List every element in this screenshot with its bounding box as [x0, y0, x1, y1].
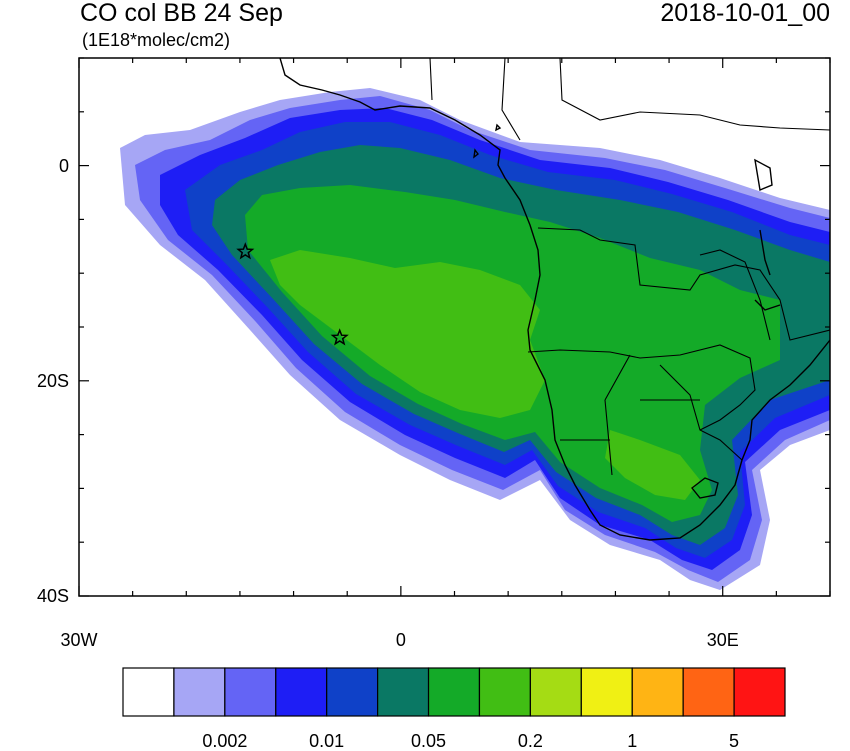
colorbar-swatch	[427, 667, 481, 717]
co-plume-layers	[120, 88, 830, 590]
lesotho-border	[691, 477, 719, 499]
colorbar-swatch	[631, 667, 684, 717]
colorbar-swatch	[326, 667, 379, 717]
x-tick-label: 0	[395, 630, 406, 650]
africa-coastline	[279, 58, 830, 541]
date-label: 2018-10-01_00	[660, 0, 830, 27]
colorbar-swatch	[529, 667, 582, 717]
colorbar-swatch	[122, 667, 175, 717]
colorbar-label: 5	[729, 731, 740, 751]
x-tick-label: 30W	[60, 630, 98, 650]
colorbar-swatch	[224, 667, 277, 717]
colorbar-label: 0.002	[202, 731, 248, 751]
y-tick-label: 40S	[36, 586, 69, 606]
gulf-guinea-islands	[473, 123, 502, 159]
site-star-2	[330, 328, 349, 346]
colorbar	[122, 667, 786, 717]
colorbar-label: 0.01	[309, 731, 345, 751]
colorbar-label: 0.2	[517, 731, 543, 751]
colorbar-swatch	[377, 667, 430, 717]
colorbar-swatch	[682, 667, 735, 717]
colorbar-label: 0.05	[411, 731, 447, 751]
colorbar-swatch	[580, 667, 633, 717]
units-label: (1E18*molec/cm2)	[82, 30, 231, 50]
y-tick-label: 20S	[36, 370, 69, 391]
site-star-1	[236, 242, 255, 260]
plume-level-7	[270, 250, 545, 418]
x-tick-label: 30E	[706, 630, 739, 650]
colorbar-swatch	[733, 667, 786, 717]
y-tick-label: 0	[58, 155, 69, 176]
colorbar-label: 1	[627, 731, 638, 751]
colorbar-swatch	[275, 667, 328, 717]
great-lakes	[754, 158, 781, 311]
colorbar-swatch	[173, 667, 226, 717]
site-markers	[236, 242, 349, 346]
country-borders	[429, 58, 830, 476]
colorbar-swatch	[478, 667, 531, 717]
axis-ticks	[78, 57, 831, 597]
map-title: CO col BB 24 Sep	[80, 0, 283, 27]
plume-level-7-south	[605, 430, 700, 500]
coastlines	[279, 58, 830, 541]
